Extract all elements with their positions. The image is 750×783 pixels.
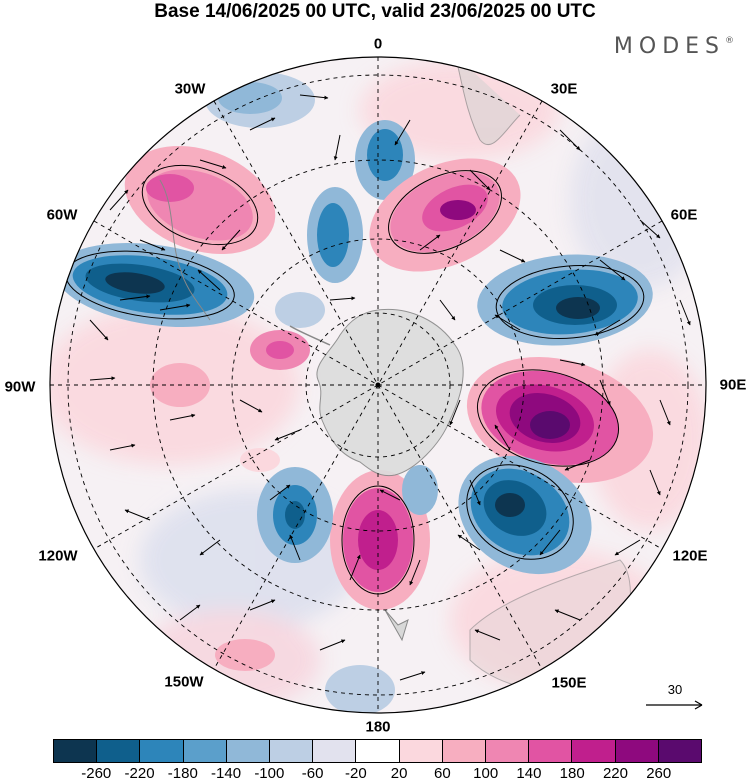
colorbar-tick-label: 60 [434,765,451,782]
map-title: Base 14/06/2025 00 UTC, valid 23/06/2025… [154,1,596,22]
colorbar-segment [657,740,702,762]
logo-mark: ® [725,36,734,46]
colorbar-segment [485,740,529,762]
reference-vector: 30 [644,682,706,712]
anomaly-shading [55,72,654,713]
map-field [50,57,706,713]
lon-label-120e: 120E [672,547,708,565]
colorbar-segment [182,740,226,762]
colorbar-tick-label: 180 [559,765,585,782]
colorbar-segment [571,740,615,762]
colorbar-segment [441,740,486,762]
colorbar-ticks: -260 -220 -180 -140 -100 -60 -20 20 60 100 140 180 2… [53,765,702,783]
new-zealand-coast [384,609,409,642]
lon-label-90e: 90E [719,376,747,394]
logo-text: MODES [613,34,725,59]
colorbar-segment [355,740,399,762]
colorbar-tick-label: -180 [167,765,198,782]
reference-vector-value: 30 [667,682,683,697]
colorbar [53,739,702,763]
lon-label-0: 0 [373,35,383,53]
africa-coast [454,57,521,146]
lon-label-30e: 30E [550,80,578,98]
right-arrow-icon [646,700,703,710]
colorbar-tick-label: 220 [602,765,628,782]
lon-label-150e: 150E [551,674,587,692]
colorbar-tick-label: -100 [254,765,285,782]
colorbar-segment [528,740,572,762]
map-boundary [49,56,707,714]
lon-label-60e: 60E [670,206,698,224]
colorbar-segment [225,740,270,762]
colorbar-segment [96,740,140,762]
colorbar-segment [139,740,183,762]
antarctica-landmass [316,308,464,477]
colorbar-tick-label: 260 [646,765,672,782]
south-pole-marker [375,382,381,388]
lon-label-30w: 30W [174,80,206,98]
south-america-coast [159,179,211,321]
lon-label-90w: 90W [4,378,36,396]
lon-label-180: 180 [365,718,391,736]
colorbar-tick-label: -20 [345,765,367,782]
colorbar-segment [614,740,658,762]
colorbar-segment [269,740,313,762]
colorbar-tick-label: 100 [473,765,499,782]
lon-label-150w: 150W [164,673,204,691]
lon-label-120w: 120W [38,547,78,565]
lon-label-60w: 60W [46,206,78,224]
colorbar-tick-label: -260 [81,765,112,782]
wind-vectors [89,69,691,681]
colorbar-tick-label: 140 [516,765,542,782]
colorbar-tick-label: -140 [211,765,242,782]
colorbar-tick-label: -60 [301,765,324,782]
modes-logo: MODES® [614,34,734,59]
antarctic-peninsula [289,325,331,346]
colorbar-tick-label: -220 [124,765,155,782]
colorbar-segment [54,740,97,762]
colorbar-segment [398,740,442,762]
colorbar-segment [312,740,356,762]
colorbar-tick-label: 20 [390,765,408,782]
